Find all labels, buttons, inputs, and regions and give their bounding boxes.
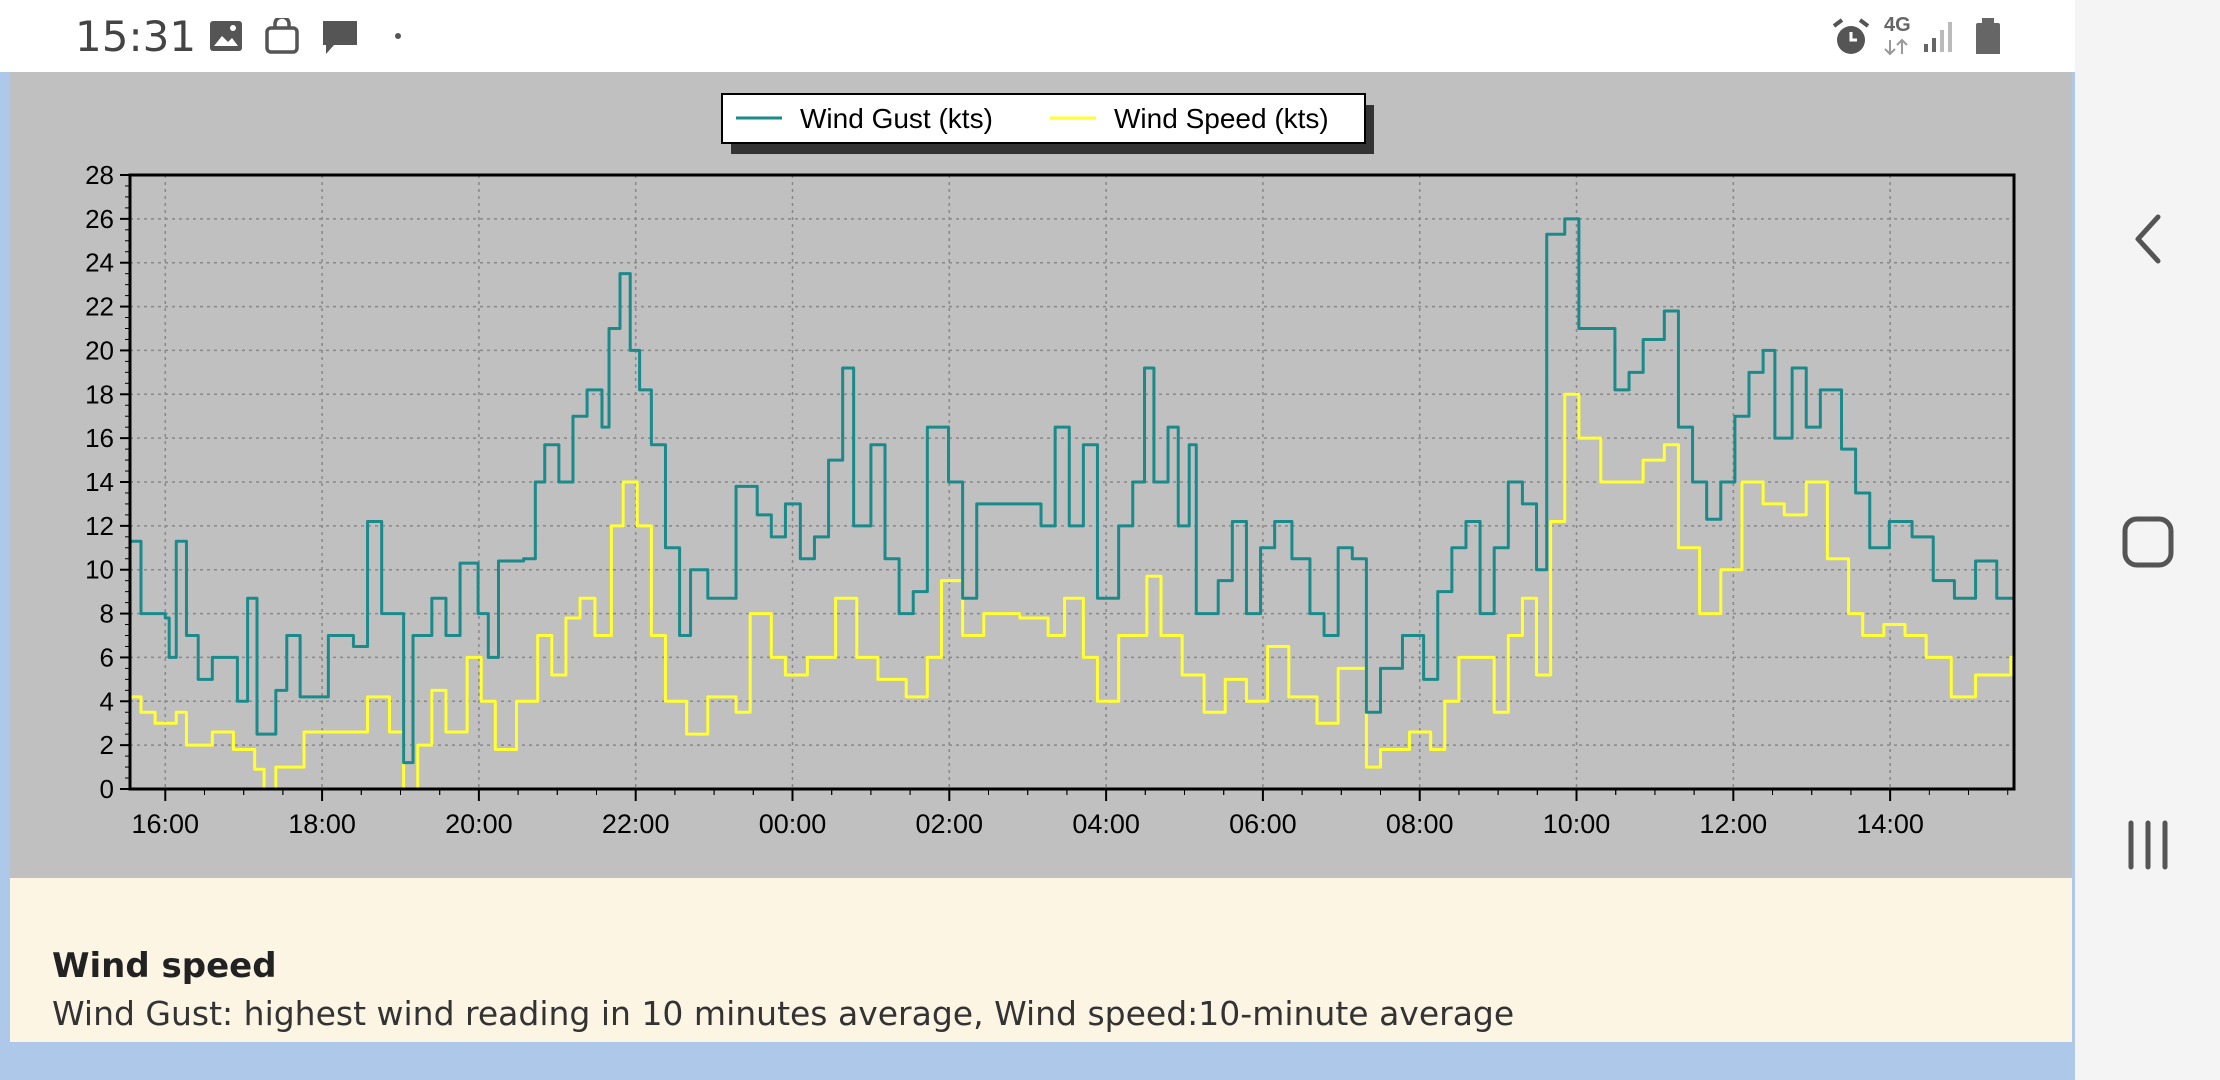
legend-speed-label: Wind Speed (kts) (1114, 103, 1329, 134)
y-tick-label: 16 (85, 423, 114, 453)
alarm-icon (1832, 18, 1870, 54)
status-bar: 15:31 4G (0, 0, 2075, 72)
info-panel: Wind speed Wind Gust: highest wind readi… (10, 878, 2072, 1042)
battery-icon (1976, 18, 2000, 54)
x-tick-label: 04:00 (1072, 809, 1140, 839)
y-tick-label: 4 (100, 686, 114, 716)
dot-icon (395, 33, 401, 39)
back-icon (2135, 214, 2161, 264)
message-icon (323, 21, 357, 54)
back-button[interactable] (2115, 206, 2181, 272)
x-tick-label: 00:00 (759, 809, 827, 839)
info-title: Wind speed (52, 946, 277, 986)
x-tick-label: 16:00 (131, 809, 199, 839)
x-tick-label: 12:00 (1700, 809, 1768, 839)
chart-panel: 0 2 4 6 8 10 12 14 16 18 20 22 24 26 28 16:00 18:00 20:00… (10, 72, 2072, 878)
y-tick-label: 22 (85, 292, 114, 322)
y-tick-label: 14 (85, 467, 114, 497)
y-tick-label: 28 (85, 160, 114, 190)
x-tick-label: 20:00 (445, 809, 513, 839)
y-tick-label: 26 (85, 204, 114, 234)
legend-gust-label: Wind Gust (kts) (800, 103, 993, 134)
x-tick-label: 22:00 (602, 809, 670, 839)
y-tick-label: 2 (100, 730, 114, 760)
y-tick-label: 12 (85, 511, 114, 541)
home-button[interactable] (2115, 509, 2181, 575)
data-arrows-icon (1884, 38, 1908, 56)
legend-box (721, 93, 1366, 144)
y-tick-label: 18 (85, 379, 114, 409)
network-type: 4G (1884, 14, 1911, 36)
y-tick-label: 10 (85, 555, 114, 585)
y-tick-label: 8 (100, 599, 114, 629)
status-time: 15:31 (75, 12, 197, 61)
x-tick-label: 10:00 (1543, 809, 1611, 839)
info-description: Wind Gust: highest wind reading in 10 mi… (52, 994, 1515, 1033)
gust-series-line (130, 217, 2016, 765)
x-tick-label: 02:00 (916, 809, 984, 839)
y-tick-label: 20 (85, 335, 114, 365)
y-tick-label: 24 (85, 248, 114, 278)
signal-icon (1924, 22, 1952, 52)
y-tick-label: 6 (100, 642, 114, 672)
x-tick-label: 18:00 (288, 809, 356, 839)
y-tick-label: 0 (100, 774, 114, 804)
legend: Wind Gust (kts) Wind Speed (kts) (721, 93, 1374, 154)
x-tick-label: 08:00 (1386, 809, 1454, 839)
speed-series-line (130, 392, 2014, 791)
bag-icon (265, 18, 299, 54)
recents-icon (2128, 820, 2168, 870)
recents-button[interactable] (2115, 812, 2181, 878)
x-tick-label: 14:00 (1856, 809, 1924, 839)
home-icon (2122, 516, 2174, 568)
image-icon (210, 21, 242, 51)
x-tick-label: 06:00 (1229, 809, 1297, 839)
navigation-bar (2075, 0, 2220, 1080)
